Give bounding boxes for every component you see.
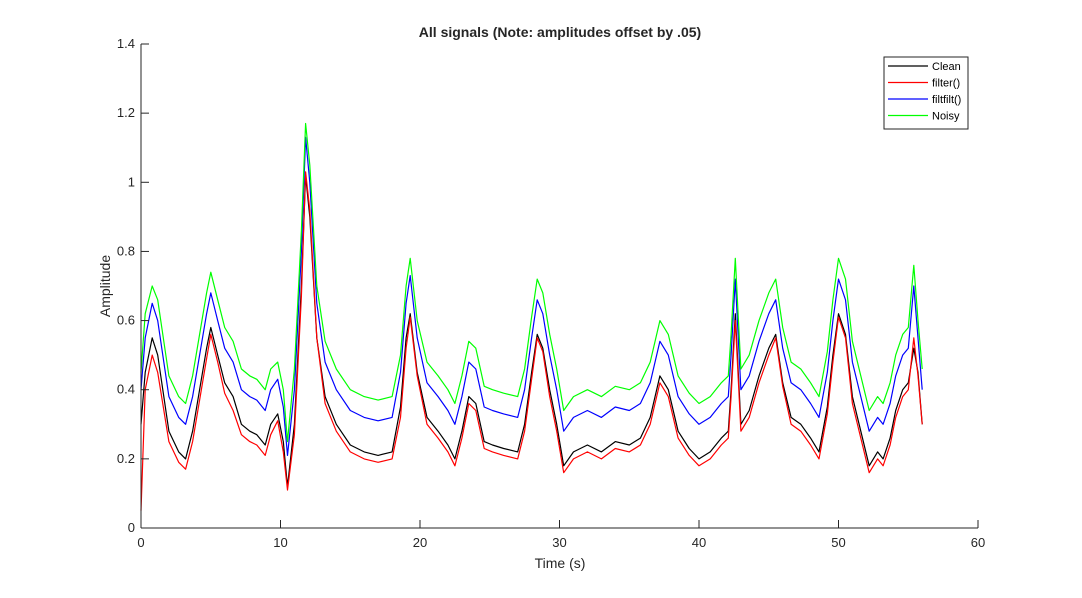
y-tick-label: 0.4 <box>117 382 135 397</box>
axes: 0 10 20 30 40 50 60 0 0.2 0.4 0.6 0.8 1 1.2 1.4 <box>117 36 985 550</box>
legend-label: filtfilt() <box>932 94 961 106</box>
y-axis-label: Amplitude <box>97 255 113 317</box>
legend-label: Noisy <box>932 111 960 123</box>
series-line-noisy <box>140 122 923 443</box>
y-tick-label: 0.6 <box>117 313 135 328</box>
y-tick-label: 1 <box>128 174 135 189</box>
plot-area <box>140 122 923 511</box>
chart-title: All signals (Note: amplitudes offset by … <box>419 24 701 40</box>
x-tick-label: 30 <box>552 535 566 550</box>
x-tick-label: 50 <box>831 535 845 550</box>
legend-box <box>883 56 969 130</box>
series-line-clean <box>140 174 923 488</box>
y-tick-label: 1.4 <box>117 36 135 51</box>
series-line-filtfilt <box>140 136 923 456</box>
legend: Clean filter() filtfilt() Noisy <box>883 56 969 130</box>
x-tick-label: 10 <box>273 535 287 550</box>
x-tick-label: 60 <box>971 535 985 550</box>
series-line-filter <box>140 171 923 511</box>
y-tick-label: 0.2 <box>117 451 135 466</box>
x-axis-label: Time (s) <box>535 555 586 571</box>
x-tick-label: 40 <box>692 535 706 550</box>
y-tick-label: 1.2 <box>117 105 135 120</box>
legend-label: filter() <box>932 78 960 90</box>
y-tick-label: 0.8 <box>117 243 135 258</box>
legend-label: Clean <box>932 61 961 73</box>
x-tick-label: 20 <box>413 535 427 550</box>
y-tick-label: 0 <box>128 520 135 535</box>
x-tick-label: 0 <box>137 535 144 550</box>
